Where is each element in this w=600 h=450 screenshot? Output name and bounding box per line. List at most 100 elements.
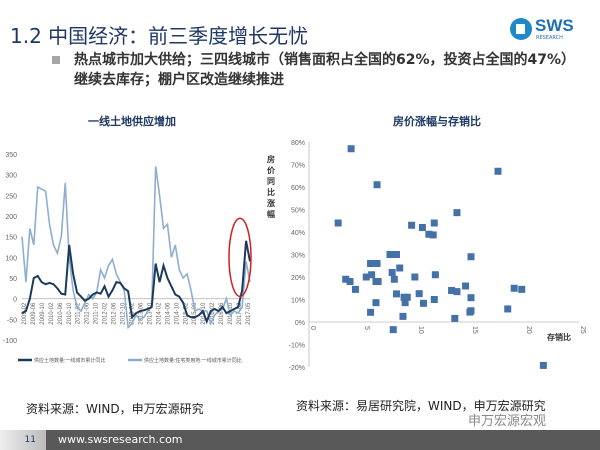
x-tick-label: 2013-10: [147, 302, 153, 325]
x-tick-label: 2017-05: [246, 302, 252, 325]
scatter-chart: 80% 70% 60% 50% 40% 30% 20% 10% 0% -10% -20% 0 5 10 15…: [267, 140, 586, 372]
x-tick-label: 25: [579, 326, 586, 334]
x-tick-label: 2011-06: [85, 302, 91, 324]
y-tick-label: 0%: [295, 320, 305, 327]
scatter-point: [510, 284, 518, 292]
scatter-point: [351, 285, 359, 293]
x-tick-label: 20: [525, 326, 532, 334]
x-tick-label: 2017-02: [237, 302, 243, 325]
sws-logo: SWS RESEARCH: [510, 16, 586, 44]
bullet-text: 热点城市加大供给；三四线城市（销售面积占全国的62%，投资占全国的47%）继续去…: [74, 52, 569, 88]
x-tick-label: 2009-10: [40, 302, 46, 325]
legend-label: 供应土地数量:住宅类用地:一线城市累计同比: [144, 357, 242, 364]
x-tick-label: 2012-06: [112, 302, 118, 325]
scatter-point: [372, 299, 380, 307]
x-axis-label: 存销比: [546, 332, 571, 342]
legend-label: 供应土地数量:一线城市累计同比: [34, 357, 105, 364]
y-tick-label: 10%: [291, 298, 305, 305]
scatter-point: [390, 275, 398, 283]
y-tick-label: 70%: [291, 163, 305, 170]
scatter-point: [431, 271, 439, 279]
scatter-point: [451, 314, 459, 322]
y-axis-label-char: 房: [267, 154, 275, 164]
scatter-point: [367, 260, 375, 267]
y-tick-label: 50: [9, 276, 17, 283]
scatter-point: [347, 145, 355, 153]
scatter-point: [392, 251, 400, 258]
scatter-point: [418, 224, 426, 231]
scatter-point: [467, 253, 475, 261]
scatter-point: [430, 219, 438, 227]
scatter-point: [346, 278, 354, 285]
x-tick-label: 2010-02: [49, 302, 55, 325]
y-tick-label: 40%: [291, 230, 305, 237]
x-tick-label: 15: [471, 326, 478, 334]
y-tick-label: 250: [5, 193, 17, 200]
line-chart-title: 一线土地供应增加: [88, 115, 176, 128]
x-tick-label: 2016-06: [219, 302, 225, 325]
y-tick-label: 60%: [291, 185, 305, 192]
scatter-point: [362, 273, 370, 281]
x-tick-label: 10: [417, 326, 424, 334]
scatter-point: [425, 230, 433, 238]
x-tick-label: 2013-06: [138, 302, 144, 325]
scatter-point: [462, 282, 470, 290]
x-tick-label: 0: [309, 326, 316, 330]
y-tick-label: 150: [5, 235, 17, 242]
scatter-point: [368, 271, 376, 279]
scatter-point: [373, 181, 381, 189]
x-tick-label: 2015-06: [192, 302, 198, 325]
scatter-point: [386, 251, 394, 258]
scatter-point: [494, 167, 502, 175]
y-axis-label-char: 比: [267, 187, 275, 197]
y-tick-label: -100: [3, 338, 17, 345]
y-tick-label: -50: [7, 317, 17, 324]
source-right: 资料来源：易居研究院，WIND，申万宏源研究: [296, 399, 546, 413]
scatter-point: [392, 290, 400, 298]
scatter-chart-title: 房价涨幅与存销比: [393, 115, 481, 128]
scatter-point: [429, 231, 437, 239]
scatter-point: [408, 221, 416, 229]
series-line-0: [21, 240, 251, 325]
scatter-point: [388, 269, 396, 276]
highlight-circle: [228, 217, 252, 298]
scatter-point: [342, 275, 350, 283]
scatter-point: [389, 326, 397, 334]
x-tick-label: 2010-10: [67, 302, 73, 325]
y-axis-label-char: 涨: [267, 198, 275, 208]
series-line-1: [21, 166, 251, 330]
y-tick-label: 50%: [291, 208, 305, 215]
x-tick-label: 2009-06: [31, 302, 37, 325]
y-tick-label: 300: [5, 173, 17, 180]
y-tick-label: 100: [5, 255, 17, 262]
y-axis-label-char: 幅: [267, 209, 275, 219]
x-tick-label: 2016-02: [210, 302, 216, 325]
y-tick-label: 350: [5, 152, 17, 159]
y-tick-label: 200: [5, 214, 17, 221]
x-tick-label: 2013-02: [130, 302, 136, 325]
y-tick-label: 30%: [291, 253, 305, 260]
scatter-point: [399, 312, 407, 320]
scatter-point: [467, 294, 475, 302]
scatter-point: [518, 285, 526, 293]
x-tick-label: 2009-02: [22, 302, 28, 325]
scatter-point: [396, 264, 404, 272]
scatter-point: [411, 273, 419, 281]
footer-url[interactable]: www.swsresearch.com: [58, 433, 183, 446]
logo-text: SWS: [535, 16, 574, 35]
x-tick-label: 2010-06: [58, 302, 64, 325]
y-axis-label-char: 价: [267, 166, 276, 175]
scatter-point: [539, 361, 547, 369]
page-number: 11: [0, 430, 46, 450]
footer-bar: 11 www.swsresearch.com: [0, 430, 600, 450]
scatter-point: [403, 293, 411, 301]
x-tick-label: 2014-02: [156, 302, 162, 325]
scatter-point: [453, 209, 461, 217]
x-tick-label: 2011-10: [94, 302, 100, 324]
scatter-point: [367, 308, 375, 316]
scatter-point: [334, 219, 342, 227]
scatter-point: [430, 296, 438, 303]
y-axis-label-char: 同: [267, 177, 275, 186]
